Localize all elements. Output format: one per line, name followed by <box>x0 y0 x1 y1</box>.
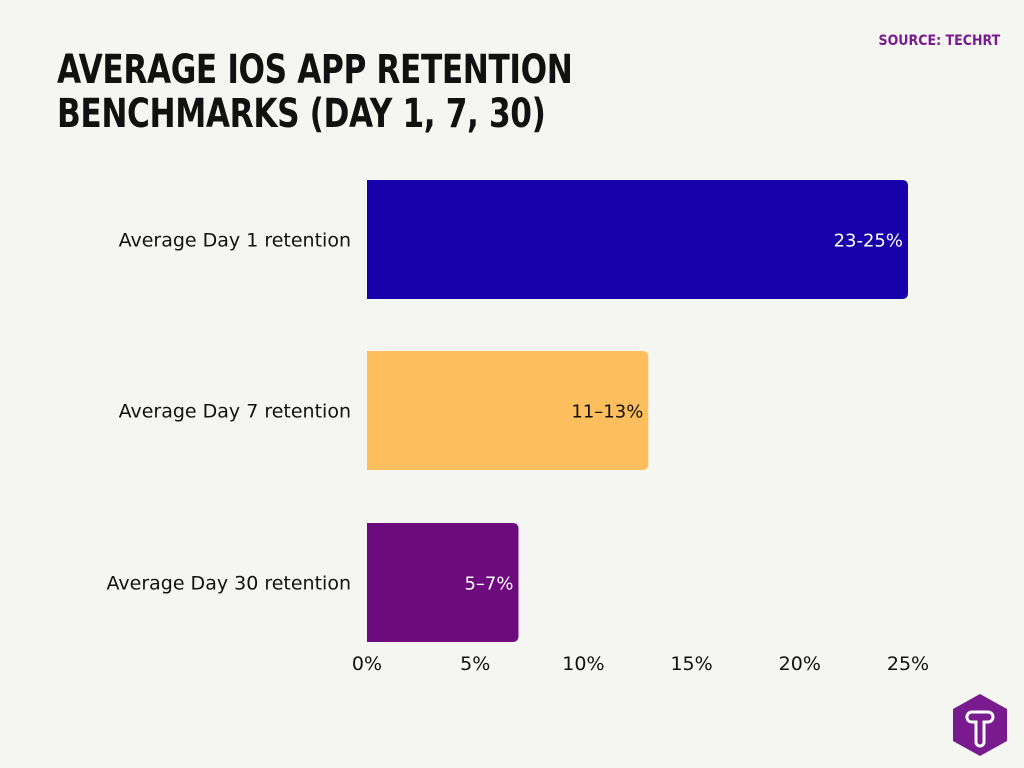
x-tick-label: 25% <box>887 653 929 675</box>
bar <box>367 180 908 299</box>
bar <box>367 351 649 470</box>
category-label: Average Day 30 retention <box>107 573 352 595</box>
category-label: Average Day 7 retention <box>119 401 351 423</box>
data-label: 5–7% <box>464 574 513 595</box>
x-tick-label: 5% <box>460 653 490 675</box>
data-label: 23-25% <box>834 231 903 252</box>
x-tick-label: 0% <box>352 653 382 675</box>
techrt-logo-icon <box>953 694 1007 756</box>
x-tick-label: 15% <box>670 653 712 675</box>
x-tick-label: 20% <box>779 653 821 675</box>
chart-title: AVERAGE IOS APP RETENTION BENCHMARKS (DA… <box>57 47 573 137</box>
category-label: Average Day 1 retention <box>119 230 351 252</box>
x-tick-label: 10% <box>562 653 604 675</box>
source-label: SOURCE: TECHRT <box>878 33 1000 49</box>
bar <box>367 523 519 642</box>
data-label: 11–13% <box>571 402 643 423</box>
